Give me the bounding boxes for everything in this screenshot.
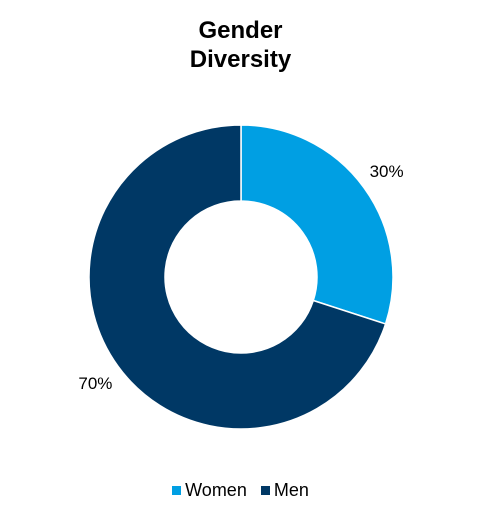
donut-slice-women — [240, 124, 394, 325]
chart-title: Gender Diversity — [0, 16, 481, 74]
data-label-women: 30% — [370, 162, 404, 181]
chart-legend: Women Men — [0, 480, 481, 501]
legend-item-women: Women — [172, 480, 247, 501]
legend-swatch-men — [260, 486, 270, 495]
legend-item-men: Men — [260, 480, 309, 501]
legend-swatch-women — [172, 486, 182, 495]
data-label-men: 70% — [78, 374, 112, 393]
chart-title-line-2: Diversity — [189, 46, 292, 73]
chart-title-line-1: Gender — [198, 17, 283, 44]
legend-label-men: Men — [273, 480, 309, 500]
legend-label-women: Women — [185, 480, 247, 500]
donut-slice-men — [88, 124, 387, 430]
